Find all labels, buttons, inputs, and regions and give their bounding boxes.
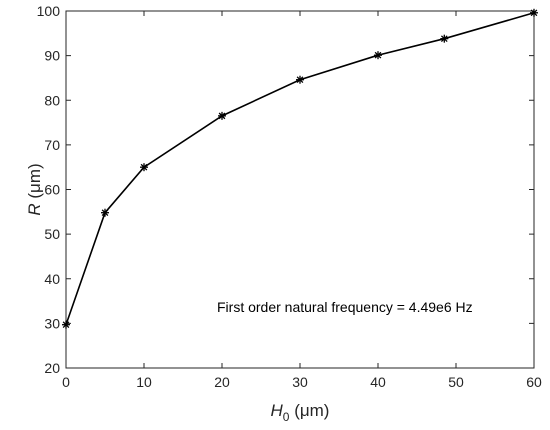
y-axis: 20 30 40 50 60 70 80 90 100: [37, 3, 534, 376]
x-axis-label: H0 (μm): [271, 401, 330, 424]
data-point-marker: [296, 75, 304, 84]
data-point-marker: [140, 163, 148, 172]
y-tick-label: 50: [44, 226, 60, 242]
y-tick-label: 80: [44, 92, 60, 108]
y-tick-label: 60: [44, 182, 60, 198]
x-axis: 0 10 20 30 40 50 60: [62, 11, 542, 390]
x-tick-label: 10: [136, 374, 152, 390]
y-tick-label: 40: [44, 271, 60, 287]
y-axis-label: R (μm): [25, 163, 44, 215]
y-tick-label: 20: [44, 360, 60, 376]
data-point-marker: [101, 208, 109, 217]
x-tick-label: 0: [62, 374, 70, 390]
x-tick-label: 50: [448, 374, 464, 390]
x-tick-label: 60: [526, 374, 542, 390]
series-group: [62, 8, 538, 329]
y-tick-label: 30: [44, 315, 60, 331]
y-tick-label: 70: [44, 137, 60, 153]
data-point-marker: [62, 320, 70, 329]
x-tick-label: 30: [292, 374, 308, 390]
data-point-marker: [440, 34, 449, 43]
x-tick-label: 20: [214, 374, 230, 390]
series-line: [65, 12, 535, 325]
data-point-marker: [530, 8, 538, 17]
data-point-marker: [218, 111, 226, 120]
data-point-marker: [374, 51, 382, 60]
y-tick-label: 90: [44, 48, 60, 64]
annotation-text: First order natural frequency = 4.49e6 H…: [217, 299, 473, 315]
x-tick-label: 40: [370, 374, 386, 390]
plot-area: [65, 10, 535, 369]
y-tick-label: 100: [37, 3, 61, 19]
